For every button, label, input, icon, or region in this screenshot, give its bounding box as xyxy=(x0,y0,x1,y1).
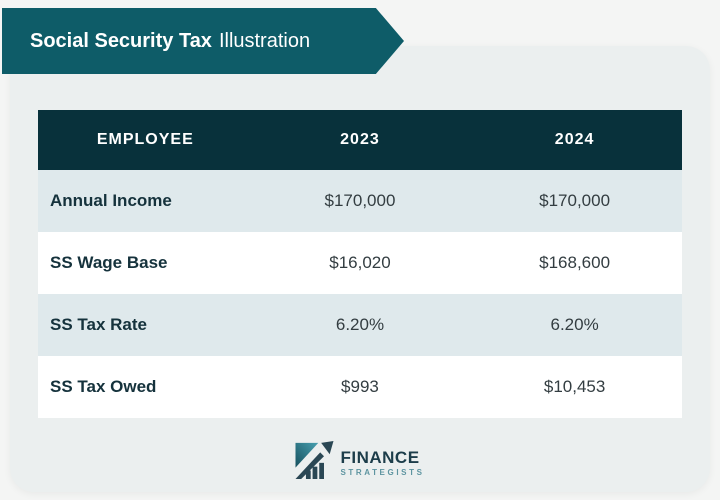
value-2024: 6.20% xyxy=(550,315,599,334)
value-2023: 6.20% xyxy=(335,315,385,334)
logo-name: FINANCE xyxy=(340,447,420,467)
value-2023: $16,020 xyxy=(329,253,391,272)
column-header-2024: 2024 xyxy=(554,131,595,148)
table-row-ss-tax-owed: SS Tax Owed $993 $10,453 xyxy=(38,356,682,418)
value-2023: $170,000 xyxy=(324,191,396,210)
tax-comparison-table: EMPLOYEE 2023 2024 Annual Income $170,00… xyxy=(38,110,682,418)
page-title: Social Security Tax xyxy=(30,29,212,52)
row-label: Annual Income xyxy=(50,191,172,210)
value-2024: $170,000 xyxy=(539,191,611,210)
logo-subname: STRATEGISTS xyxy=(340,467,425,477)
table-row-annual-income: Annual Income $170,000 $170,000 xyxy=(38,170,682,232)
finance-strategists-logo-icon xyxy=(295,441,334,484)
column-header-2023: 2023 xyxy=(340,131,380,148)
finance-strategists-logo: FINANCE STRATEGISTS xyxy=(295,441,424,484)
table-header-row: EMPLOYEE 2023 2024 xyxy=(38,110,682,170)
value-2024: $168,600 xyxy=(539,253,611,272)
value-2024: $10,453 xyxy=(543,377,606,396)
row-label: SS Tax Rate xyxy=(50,315,148,334)
table-row-ss-wage-base: SS Wage Base $16,020 $168,600 xyxy=(38,232,682,294)
page-subtitle: Illustration xyxy=(218,29,311,52)
title-banner: Social Security Tax Illustration xyxy=(2,8,404,74)
logo-wordmark: FINANCE STRATEGISTS xyxy=(340,449,424,477)
row-label: SS Wage Base xyxy=(50,253,168,272)
value-2023: $993 xyxy=(341,377,379,396)
table-row-ss-tax-rate: SS Tax Rate 6.20% 6.20% xyxy=(38,294,682,356)
column-header-employee: EMPLOYEE xyxy=(96,131,194,148)
row-label: SS Tax Owed xyxy=(50,377,157,396)
